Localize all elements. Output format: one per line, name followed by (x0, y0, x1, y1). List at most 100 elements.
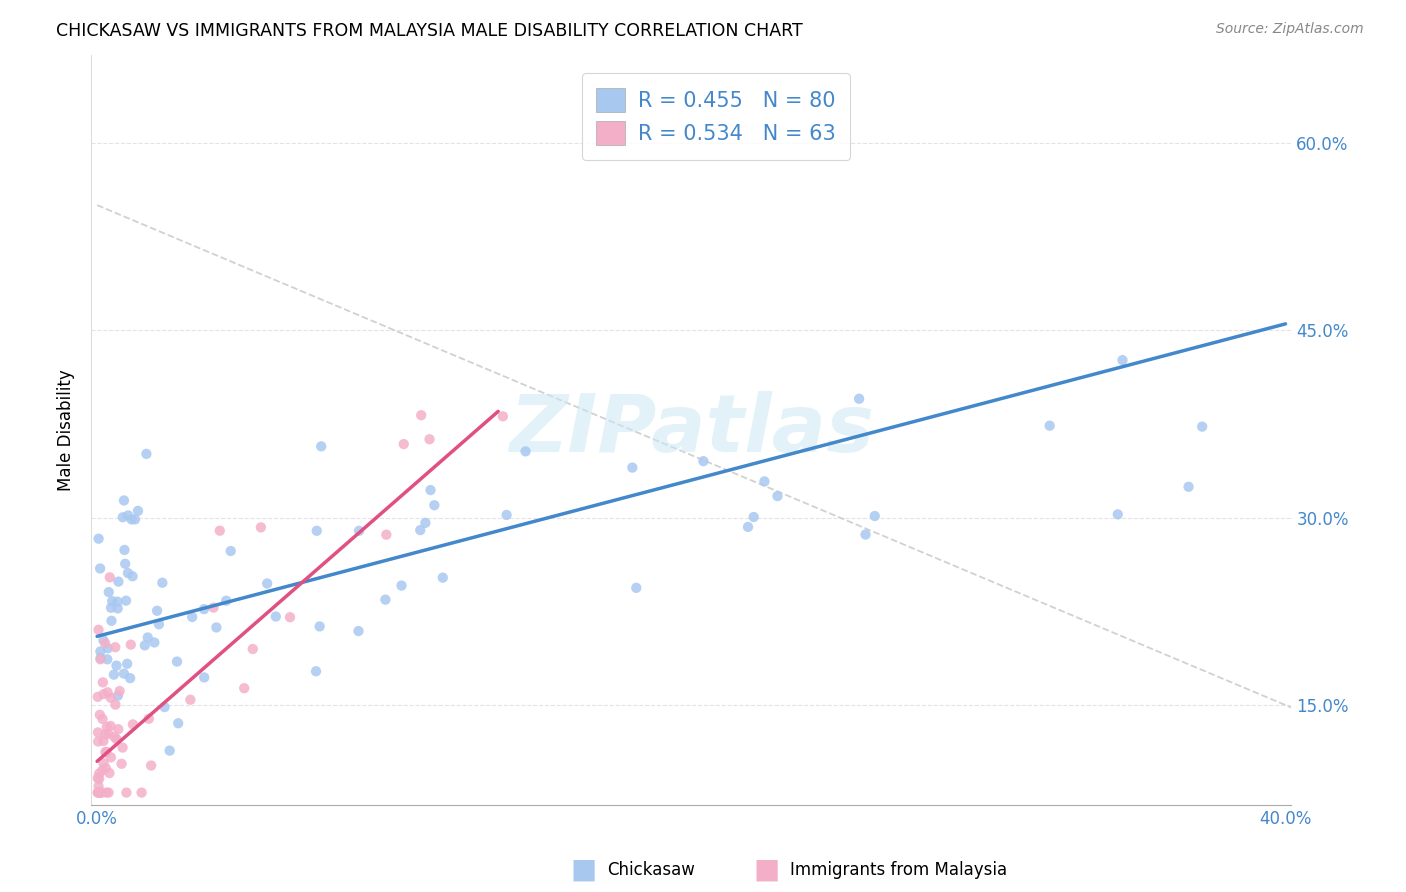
Point (256, 576, 278, 591)
Point (100, 750, 122, 764)
Point (104, 698, 127, 712)
Point (86, 786, 108, 800)
Point (87, 725, 110, 739)
Point (87, 623, 110, 637)
Point (89, 652, 111, 666)
Point (90, 786, 112, 800)
Point (153, 700, 176, 714)
Point (90, 786, 112, 800)
Text: Immigrants from Malaysia: Immigrants from Malaysia (790, 861, 1007, 879)
Point (87, 734, 110, 748)
Point (135, 447, 157, 461)
Point (308, 619, 330, 633)
Point (93, 734, 115, 748)
Point (409, 523, 432, 537)
Point (87, 786, 110, 800)
Point (143, 635, 166, 649)
Point (179, 692, 201, 706)
Point (423, 498, 446, 512)
Point (103, 667, 125, 681)
Point (1191, 419, 1213, 434)
Point (105, 732, 128, 747)
Point (90, 786, 112, 800)
Point (101, 594, 124, 608)
Point (91, 712, 114, 726)
Point (87, 532, 110, 546)
Point (347, 524, 370, 538)
Point (100, 600, 122, 615)
Point (107, 722, 129, 736)
Point (250, 520, 273, 534)
Point (1177, 480, 1199, 494)
Point (93, 756, 115, 771)
Point (863, 508, 886, 523)
Point (115, 593, 138, 607)
Point (114, 557, 136, 571)
Point (89, 644, 111, 658)
Point (97, 585, 120, 599)
Point (97, 685, 120, 699)
Point (89, 707, 111, 722)
Point (374, 592, 396, 607)
Point (90, 651, 112, 665)
Point (166, 655, 188, 669)
Point (737, 520, 759, 534)
Point (1107, 508, 1129, 522)
Point (112, 666, 135, 681)
Point (107, 574, 129, 589)
Text: ■: ■ (754, 855, 779, 884)
Point (121, 512, 143, 526)
Point (219, 544, 242, 558)
Point (375, 527, 398, 541)
Point (96, 652, 118, 666)
Point (150, 575, 173, 590)
Point (121, 569, 143, 583)
Point (419, 483, 441, 497)
Point (193, 602, 215, 616)
Point (110, 756, 132, 771)
Point (87, 779, 110, 793)
Point (91, 764, 114, 778)
Point (264, 609, 287, 624)
Point (89, 561, 111, 575)
Point (114, 543, 136, 558)
Point (93, 633, 115, 648)
Point (100, 614, 122, 628)
Point (93, 687, 115, 701)
Point (120, 638, 142, 652)
Legend: R = 0.455   N = 80, R = 0.534   N = 63: R = 0.455 N = 80, R = 0.534 N = 63 (582, 73, 851, 160)
Text: Chickasaw: Chickasaw (607, 861, 695, 879)
Point (205, 620, 228, 634)
Point (347, 624, 370, 638)
Point (855, 527, 877, 541)
Point (492, 409, 515, 424)
Point (754, 475, 776, 489)
Point (515, 444, 537, 458)
Point (117, 566, 139, 580)
Point (122, 717, 145, 731)
Point (91, 675, 114, 690)
Point (131, 786, 153, 800)
Point (86, 771, 108, 785)
Point (111, 510, 134, 524)
Point (96, 745, 118, 759)
Point (167, 716, 190, 731)
Point (159, 743, 181, 757)
Point (89, 772, 111, 786)
Point (115, 786, 138, 800)
Point (87, 690, 110, 704)
Point (127, 504, 149, 518)
Point (94, 761, 117, 775)
Point (97, 786, 120, 800)
Point (98, 570, 121, 584)
Point (1039, 418, 1062, 433)
Point (141, 758, 163, 772)
Point (111, 740, 134, 755)
Point (117, 508, 139, 523)
Point (97, 727, 120, 741)
Point (146, 604, 169, 618)
Point (115, 657, 138, 671)
Text: ZIPatlas: ZIPatlas (509, 391, 873, 469)
Point (621, 460, 644, 475)
Point (136, 631, 159, 645)
